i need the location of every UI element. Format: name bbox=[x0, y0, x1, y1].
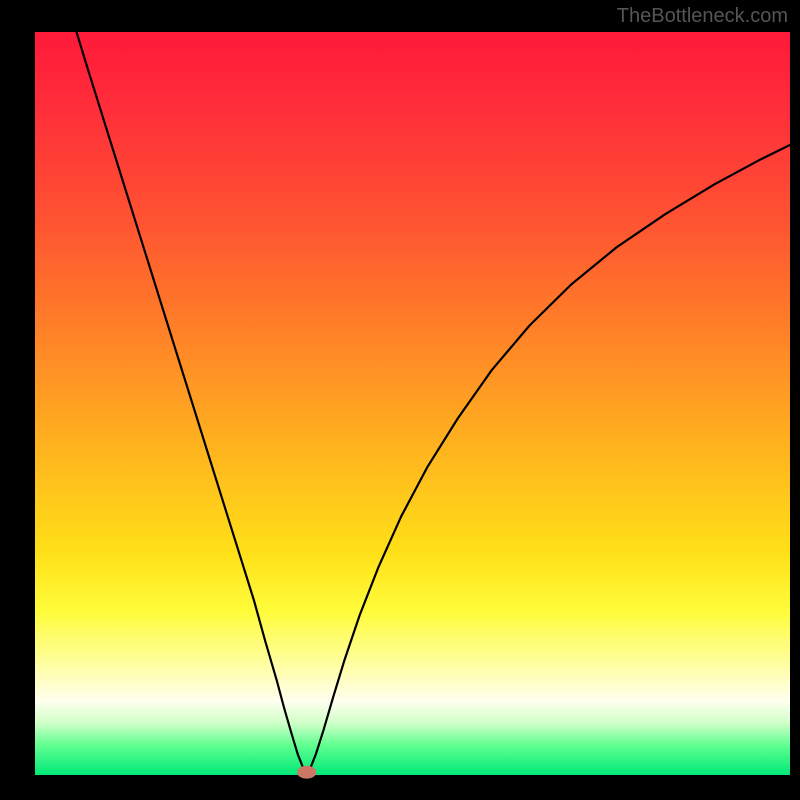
chart-plot-area bbox=[35, 32, 790, 775]
optimal-point-marker bbox=[297, 766, 317, 779]
bottleneck-curve bbox=[35, 32, 790, 775]
watermark-text: TheBottleneck.com bbox=[617, 5, 788, 28]
